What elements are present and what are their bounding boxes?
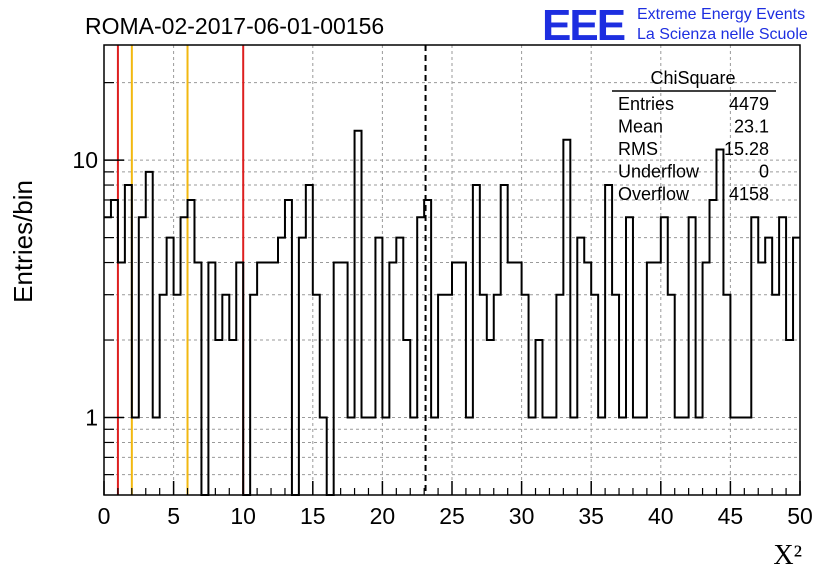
eee-logo: EEE Extreme Energy Events La Scienza nel… [542, 1, 808, 50]
x-tick-label: 40 [648, 503, 674, 529]
x-tick-label: 5 [167, 503, 180, 529]
chart-title: ROMA-02-2017-06-01-00156 [85, 13, 384, 39]
x-tick-label: 25 [439, 503, 465, 529]
stats-value: 4158 [729, 184, 769, 204]
y-tick-label: 10 [72, 147, 98, 173]
stats-label: RMS [618, 139, 658, 159]
x-tick-label: 35 [578, 503, 604, 529]
logo-line2: La Scienza nelle Scuole [637, 26, 808, 43]
logo-mark: EEE [542, 1, 625, 50]
y-axis-ticks: 1 10 [72, 82, 124, 476]
x-tick-label: 50 [787, 503, 813, 529]
stats-rows: Entries 4479 Mean 23.1 RMS 15.28 Underflow 0 Ove… [618, 94, 769, 204]
x-axis-ticks: 0 5 10 15 20 25 30 35 40 45 50 [98, 481, 813, 529]
stats-value: 23.1 [734, 117, 769, 137]
stats-value: 15.28 [724, 139, 769, 159]
stats-label: Mean [618, 117, 663, 137]
stats-title: ChiSquare [650, 68, 735, 88]
stats-box: ChiSquare Entries 4479 Mean 23.1 RMS 15.28 Und… [612, 68, 776, 204]
x-tick-label: 10 [230, 503, 256, 529]
stats-label: Overflow [618, 184, 690, 204]
reference-lines [116, 45, 427, 495]
stats-label: Underflow [618, 162, 700, 182]
x-axis-label: X² [773, 540, 802, 571]
stats-value: 0 [759, 162, 769, 182]
x-tick-label: 30 [509, 503, 535, 529]
y-tick-label: 1 [85, 405, 98, 431]
x-tick-label: 20 [370, 503, 396, 529]
histogram-series [104, 129, 800, 496]
x-tick-label: 15 [300, 503, 326, 529]
x-tick-label: 0 [98, 503, 111, 529]
y-axis-label: Entries/bin [8, 180, 38, 303]
x-tick-label: 45 [718, 503, 744, 529]
stats-value: 4479 [729, 94, 769, 114]
stats-label: Entries [618, 94, 674, 114]
logo-line1: Extreme Energy Events [637, 6, 805, 23]
